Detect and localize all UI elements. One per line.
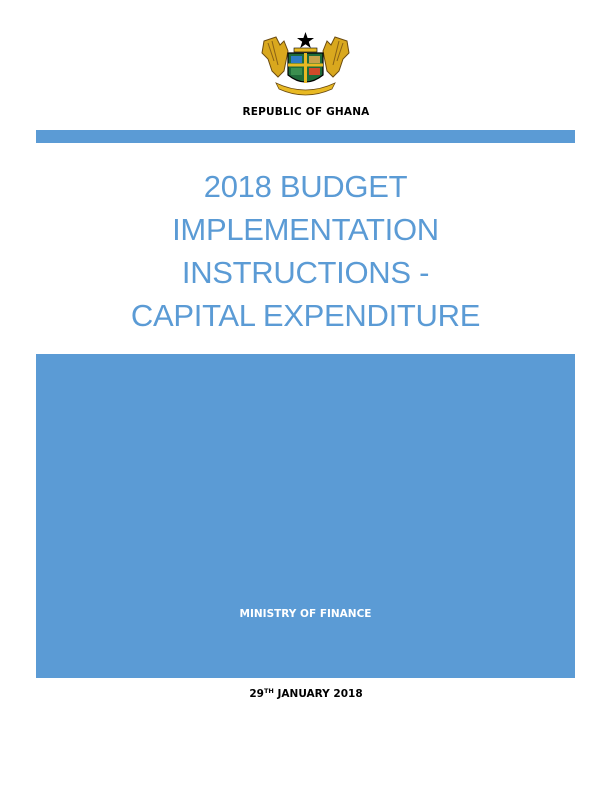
document-date: 29TH JANUARY 2018: [0, 688, 612, 700]
blue-cover-panel: MINISTRY OF FINANCE: [36, 354, 575, 678]
title-line: IMPLEMENTATION: [172, 212, 439, 247]
title-line: 2018 BUDGET: [203, 169, 408, 204]
top-accent-bar: [36, 130, 575, 143]
ghana-coat-of-arms-icon: [261, 32, 350, 96]
date-day: 29: [249, 688, 264, 700]
country-name: REPUBLIC OF GHANA: [242, 106, 370, 118]
date-suffix: TH: [263, 687, 274, 695]
ministry-name: MINISTRY OF FINANCE: [239, 608, 372, 620]
title-line: CAPITAL EXPENDITURE: [130, 298, 481, 333]
coat-of-arms-emblem: [258, 31, 353, 97]
document-title: 2018 BUDGET IMPLEMENTATION INSTRUCTIONS …: [36, 165, 575, 337]
title-line: INSTRUCTIONS -: [181, 255, 430, 290]
date-month-year: JANUARY 2018: [273, 688, 363, 700]
